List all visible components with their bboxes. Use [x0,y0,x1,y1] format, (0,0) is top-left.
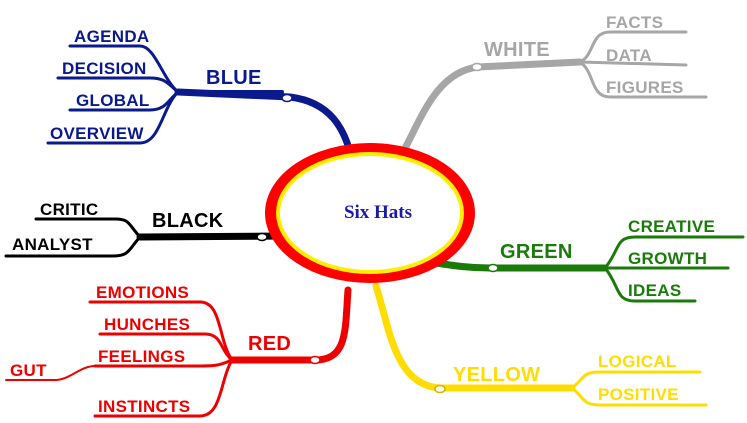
leaf-line-logical [570,370,702,390]
leaf-line-analyst [4,235,142,258]
branch-red [5,286,352,418]
leaf-label-decision: DECISION [62,59,147,78]
leaf-line-critic [34,217,142,239]
leaf-label-creative: CREATIVE [628,217,715,236]
trunk-yellow [372,282,576,392]
leaf-line-hunches [98,332,234,362]
leaf-label-emotions: EMOTIONS [96,283,189,302]
leaf-label-instincts: INSTINCTS [98,397,190,416]
leaf-label-analyst: ANALYST [12,235,93,254]
leaf-line-data [578,60,688,67]
connector-dot-yellow [434,384,446,394]
branch-green [426,235,745,303]
main-label-blue: BLUE [206,67,262,89]
leaf-label-figures: FIGURES [606,78,684,97]
leaf-label-global: GLOBAL [76,91,150,110]
center-title: Six Hats [344,202,412,223]
leaf-line-gut [5,365,96,381]
branch-white [396,30,708,162]
center-fill [280,156,460,270]
leaf-line-feelings [93,358,234,368]
leaf-label-agenda: AGENDA [74,27,149,46]
leaf-label-hunches: HUNCHES [104,315,190,334]
leaf-label-gut: GUT [10,361,47,380]
main-label-green: GREEN [500,241,573,263]
connector-dot-black [256,232,268,242]
branch-black [4,217,287,258]
center-node: Six Hats [265,143,475,283]
leaf-label-growth: GROWTH [628,249,707,268]
leaf-label-critic: CRITIC [40,200,98,219]
leaf-line-emotions [88,300,234,362]
main-label-yellow: YELLOW [453,364,540,386]
trunk-white [396,58,584,162]
branch-yellow [372,282,708,407]
leaf-label-positive: POSITIVE [598,385,679,404]
main-label-white: WHITE [484,39,550,61]
leaf-label-overview: OVERVIEW [50,124,144,143]
connector-dot-blue [281,93,293,103]
leaf-label-data: DATA [606,46,652,65]
leaf-line-instincts [93,358,234,418]
leaf-label-feelings: FEELINGS [98,347,185,366]
connector-dot-green [487,263,499,273]
leaf-line-facts [578,30,688,64]
leaf-line-decision [56,76,180,94]
connector-dot-red [309,355,321,365]
main-label-red: RED [248,333,291,355]
leaf-line-creative [603,235,745,270]
leaf-line-positive [570,386,708,407]
leaf-label-ideas: IDEAS [628,281,681,300]
leaf-line-overview [46,90,180,145]
main-label-black: BLACK [152,210,224,232]
connector-dot-white [471,62,483,72]
leaf-line-ideas [603,266,697,303]
leaf-line-figures [578,60,708,99]
leaf-label-facts: FACTS [606,13,663,32]
leaf-label-logical: LOGICAL [598,352,677,371]
